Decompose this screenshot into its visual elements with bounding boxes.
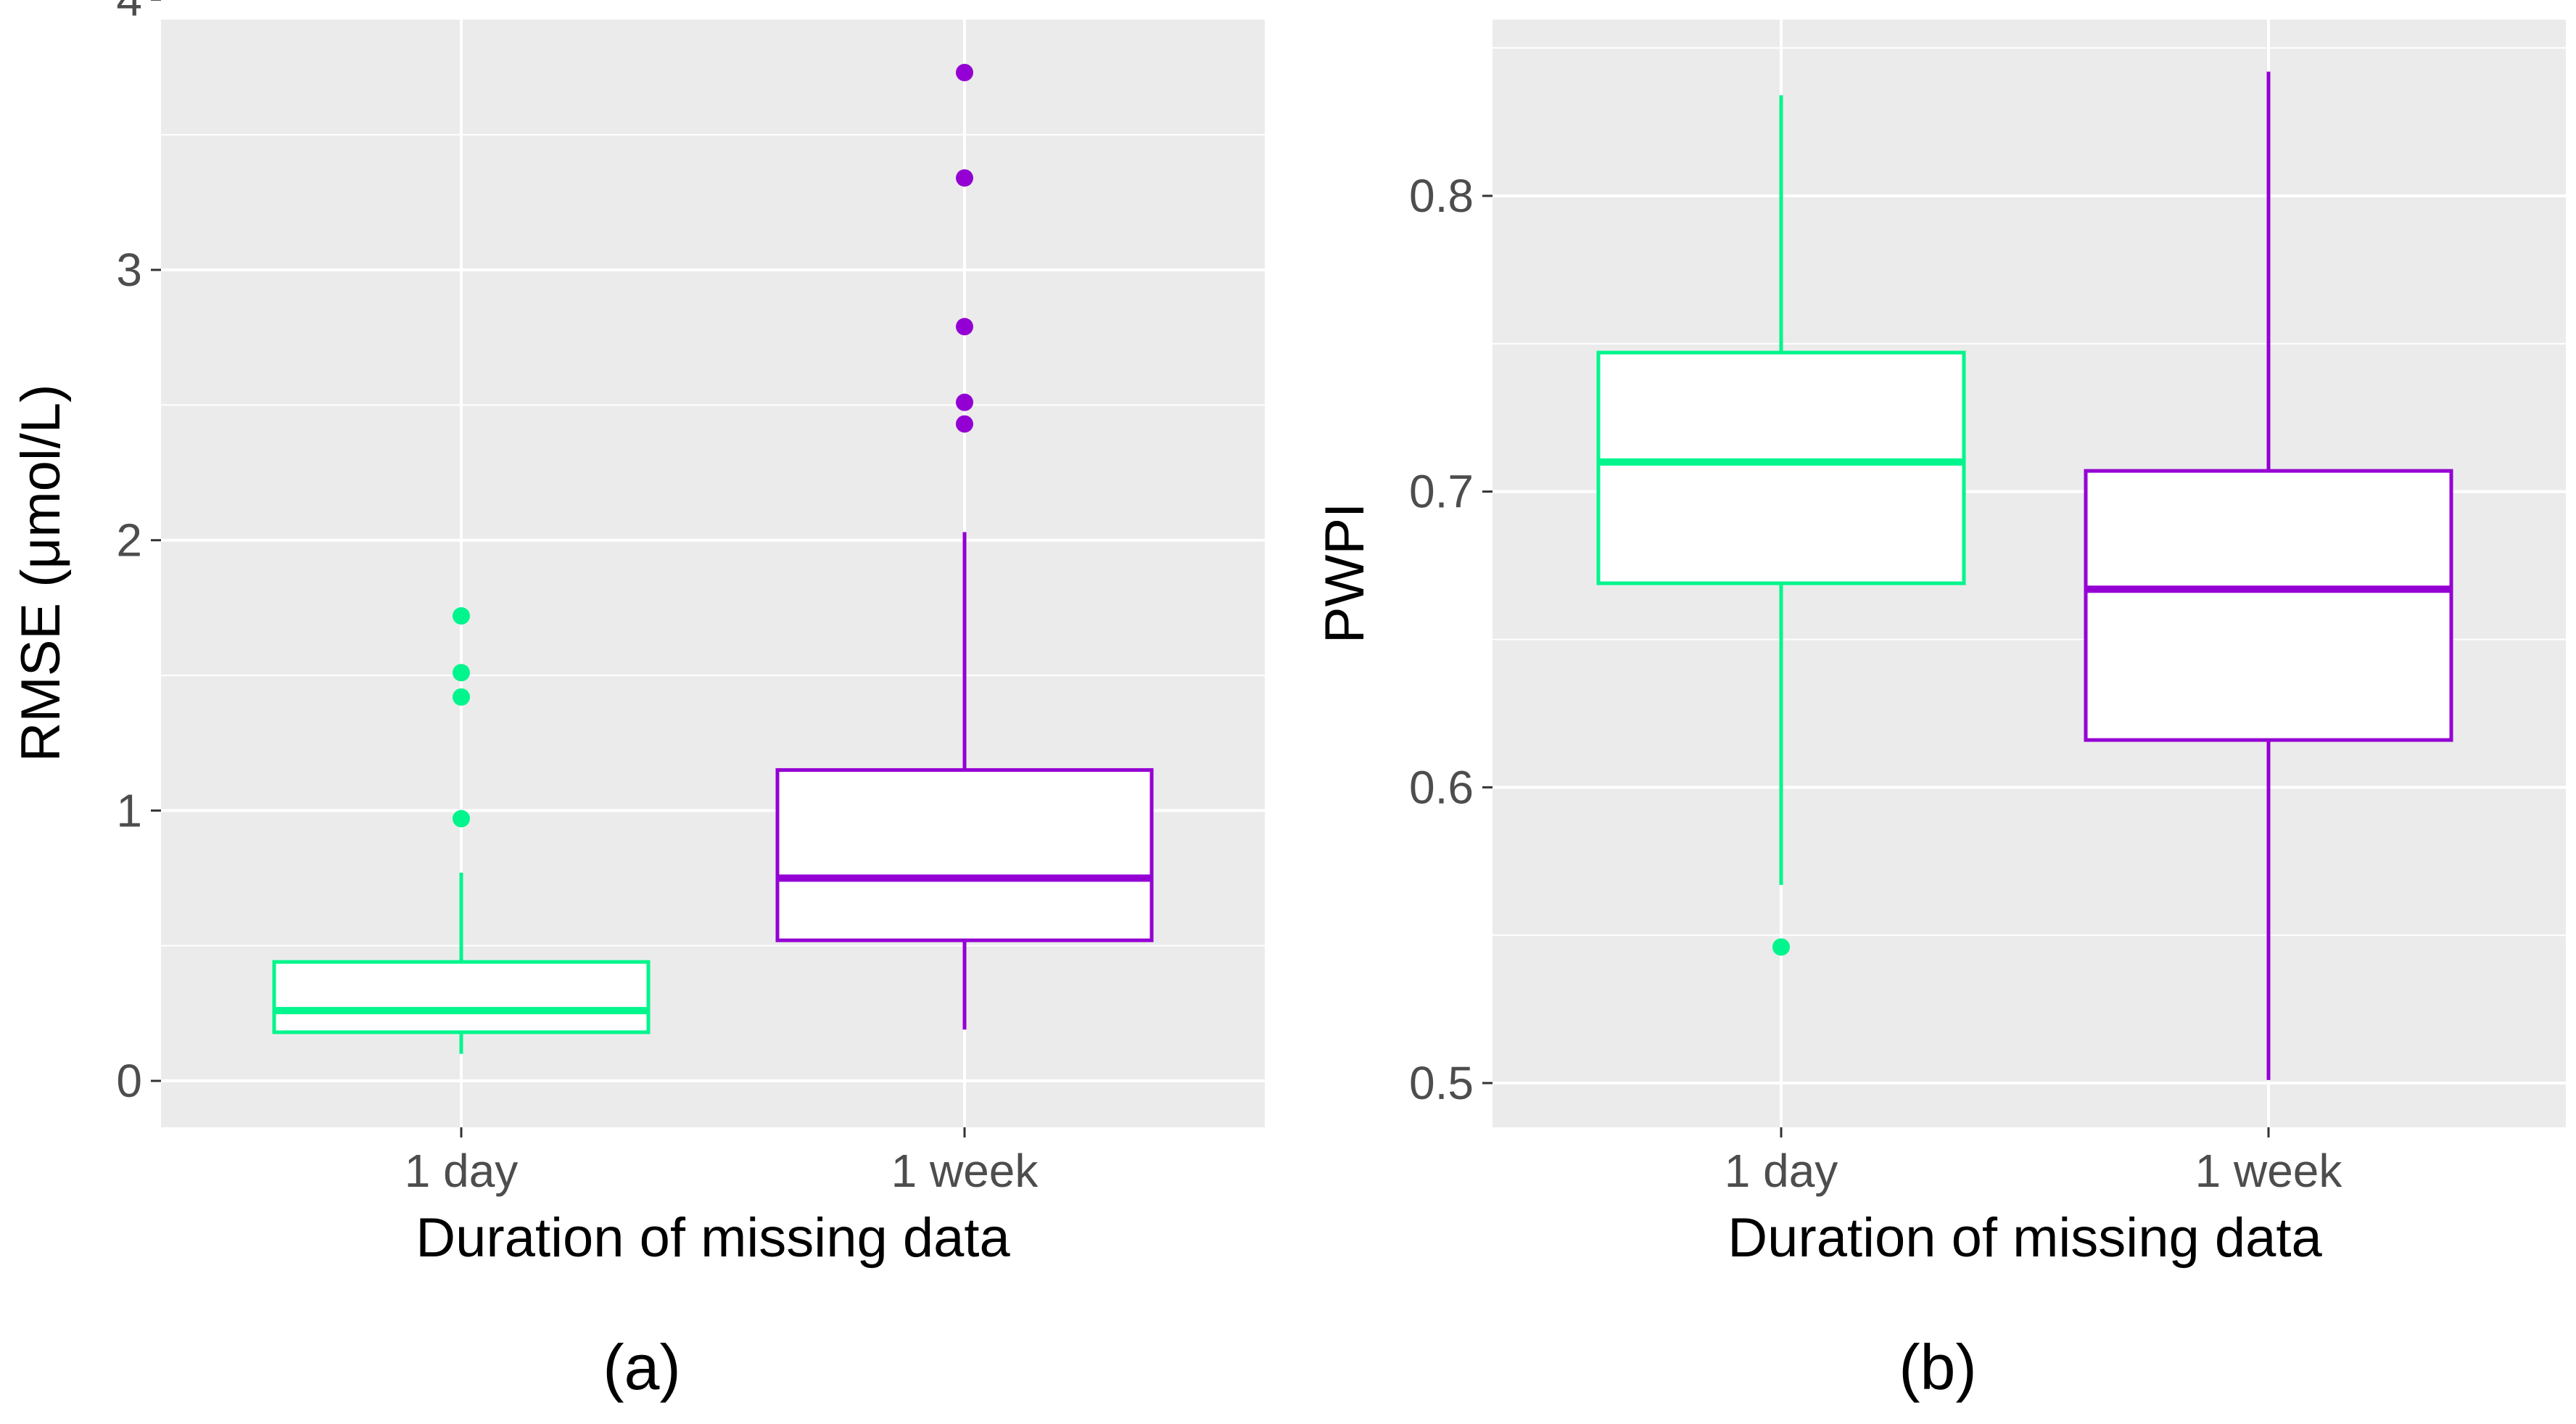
y-tick-label: 0.8 bbox=[1409, 170, 1474, 222]
outlier-point bbox=[956, 64, 973, 81]
y-tick-label: 2 bbox=[116, 514, 142, 567]
outlier-point bbox=[956, 415, 973, 433]
panel-a-plot-background bbox=[161, 20, 1265, 1127]
box-b-0 bbox=[1596, 95, 1966, 956]
y-tick-label: 1 bbox=[116, 784, 142, 836]
panel-a-x-axis-title: Duration of missing data bbox=[416, 1207, 1010, 1269]
x-tick-label: 1 week bbox=[2195, 1145, 2343, 1197]
y-tick-label: 0.5 bbox=[1409, 1057, 1474, 1109]
outlier-point bbox=[453, 607, 470, 625]
box-a-0 bbox=[272, 607, 651, 1054]
y-tick-label: 3 bbox=[116, 244, 142, 296]
box-a-1 bbox=[775, 64, 1154, 1030]
panel-a: 0 1 2 3 4 1 day 1 week Duration of missing dat… bbox=[10, 0, 1265, 1403]
outlier-point bbox=[956, 318, 973, 336]
outlier-point bbox=[453, 664, 470, 682]
panel-b: 0.5 0.6 0.7 0.8 1 day 1 week Duration of miss… bbox=[1314, 20, 2566, 1403]
panel-a-minor-grid bbox=[161, 133, 1265, 947]
panel-a-boxes bbox=[272, 64, 1154, 1054]
box-b-1 bbox=[2084, 71, 2453, 1080]
y-tick-label: 0 bbox=[116, 1055, 142, 1107]
iqr-box bbox=[272, 960, 651, 1034]
outlier-point bbox=[956, 393, 973, 411]
panel-a-ticks: 0 1 2 3 4 1 day 1 week bbox=[116, 0, 1039, 1197]
x-tick-label: 1 day bbox=[405, 1145, 519, 1197]
x-tick-label: 1 week bbox=[891, 1145, 1039, 1197]
iqr-box bbox=[775, 767, 1154, 942]
outlier-point bbox=[1772, 938, 1790, 956]
iqr-box bbox=[1596, 350, 1966, 585]
y-tick-label: 0.6 bbox=[1409, 761, 1474, 813]
panel-a-y-axis-title: RMSE (μmol/L) bbox=[10, 384, 72, 762]
panel-b-y-axis-title: PWPI bbox=[1314, 503, 1376, 643]
x-tick-label: 1 day bbox=[1725, 1145, 1838, 1197]
outlier-point bbox=[453, 810, 470, 828]
y-tick-label: 0.7 bbox=[1409, 466, 1474, 518]
panel-b-ticks: 0.5 0.6 0.7 0.8 1 day 1 week bbox=[1409, 170, 2342, 1197]
panel-b-label: (b) bbox=[1899, 1331, 1977, 1403]
outlier-point bbox=[453, 688, 470, 706]
iqr-box bbox=[2084, 469, 2453, 742]
panel-b-x-axis-title: Duration of missing data bbox=[1727, 1207, 2322, 1269]
y-tick-label: 4 bbox=[116, 0, 142, 25]
panel-b-boxes bbox=[1596, 71, 2453, 1080]
panel-a-label: (a) bbox=[603, 1331, 681, 1403]
outlier-point bbox=[956, 169, 973, 187]
